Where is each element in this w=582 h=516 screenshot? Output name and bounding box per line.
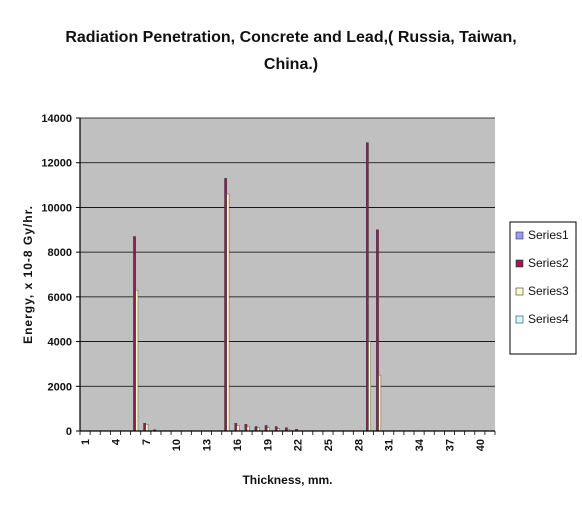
x-tick-label: 28 [353, 439, 365, 451]
y-tick-label: 8000 [48, 247, 72, 259]
legend-swatch-series2 [515, 259, 524, 268]
legend: Series1 Series2 Series3 Series4 [509, 221, 577, 355]
y-tick-label: 2000 [48, 381, 72, 393]
bar-series2-17 [244, 424, 248, 432]
bar-series2-29 [365, 142, 369, 432]
y-tick-labels: 0 2000 4000 6000 8000 10000 12000 14000 [41, 113, 80, 438]
axes [79, 118, 495, 432]
x-tick-label: 25 [323, 439, 335, 451]
bar-series3-15 [226, 193, 230, 432]
x-tick-label: 31 [384, 439, 396, 451]
bar-series3-29 [368, 341, 371, 432]
y-tick-label: 4000 [48, 337, 72, 349]
y-tick-label: 14000 [41, 113, 72, 125]
legend-swatch-series3 [515, 287, 524, 296]
chart-title-line2: China.) [263, 56, 319, 73]
x-tick-label: 4 [110, 438, 122, 445]
legend-label-series1: Series1 [528, 228, 569, 242]
x-axis-label: Thickness, mm. [242, 473, 332, 487]
y-tick-label: 0 [66, 426, 72, 438]
bar-series2-15 [224, 178, 227, 432]
bar-series2-6 [133, 236, 136, 432]
x-tick-labels: 1 4 7 10 13 16 19 22 25 28 31 34 37 40 [79, 431, 496, 451]
bar-series2-30 [376, 229, 379, 432]
bar-series2-18 [254, 426, 258, 432]
x-tick-label: 10 [171, 439, 183, 451]
x-tick-label: 16 [232, 439, 244, 451]
x-tick-label: 22 [293, 439, 305, 451]
y-tick-label: 10000 [41, 202, 72, 214]
x-tick-label: 19 [262, 439, 274, 451]
legend-label-series2: Series2 [528, 256, 569, 270]
bar-series3-16 [236, 425, 240, 432]
bar-series3-30 [378, 374, 382, 432]
legend-swatch-series1 [515, 231, 524, 240]
bar-series2-7 [143, 422, 146, 432]
bar-series2-16 [234, 422, 238, 432]
x-tick-label: 37 [444, 439, 456, 451]
x-tick-label: 1 [80, 439, 92, 445]
gridlines [80, 117, 495, 387]
bar-series3-17 [246, 426, 250, 432]
x-tick-label: 34 [414, 438, 426, 451]
y-tick-label: 12000 [41, 158, 72, 170]
y-axis-label: Energy, x 10-8 Gy/hr. [21, 205, 35, 344]
legend-label-series3: Series3 [528, 284, 569, 298]
y-tick-label: 6000 [48, 292, 72, 304]
legend-label-series4: Series4 [528, 312, 569, 326]
x-tick-label: 13 [202, 439, 214, 451]
bar-series3-6 [135, 289, 139, 432]
x-tick-label: 7 [141, 439, 153, 445]
chart-title-line1: Radiation Penetration, Concrete and Lead… [65, 29, 517, 46]
bar-series2-20 [274, 426, 278, 432]
plot-area [80, 118, 495, 431]
legend-swatch-series4 [515, 315, 524, 324]
bar-series3-7 [145, 424, 149, 432]
bar-series2-19 [264, 425, 268, 432]
x-tick-label: 40 [475, 439, 487, 451]
